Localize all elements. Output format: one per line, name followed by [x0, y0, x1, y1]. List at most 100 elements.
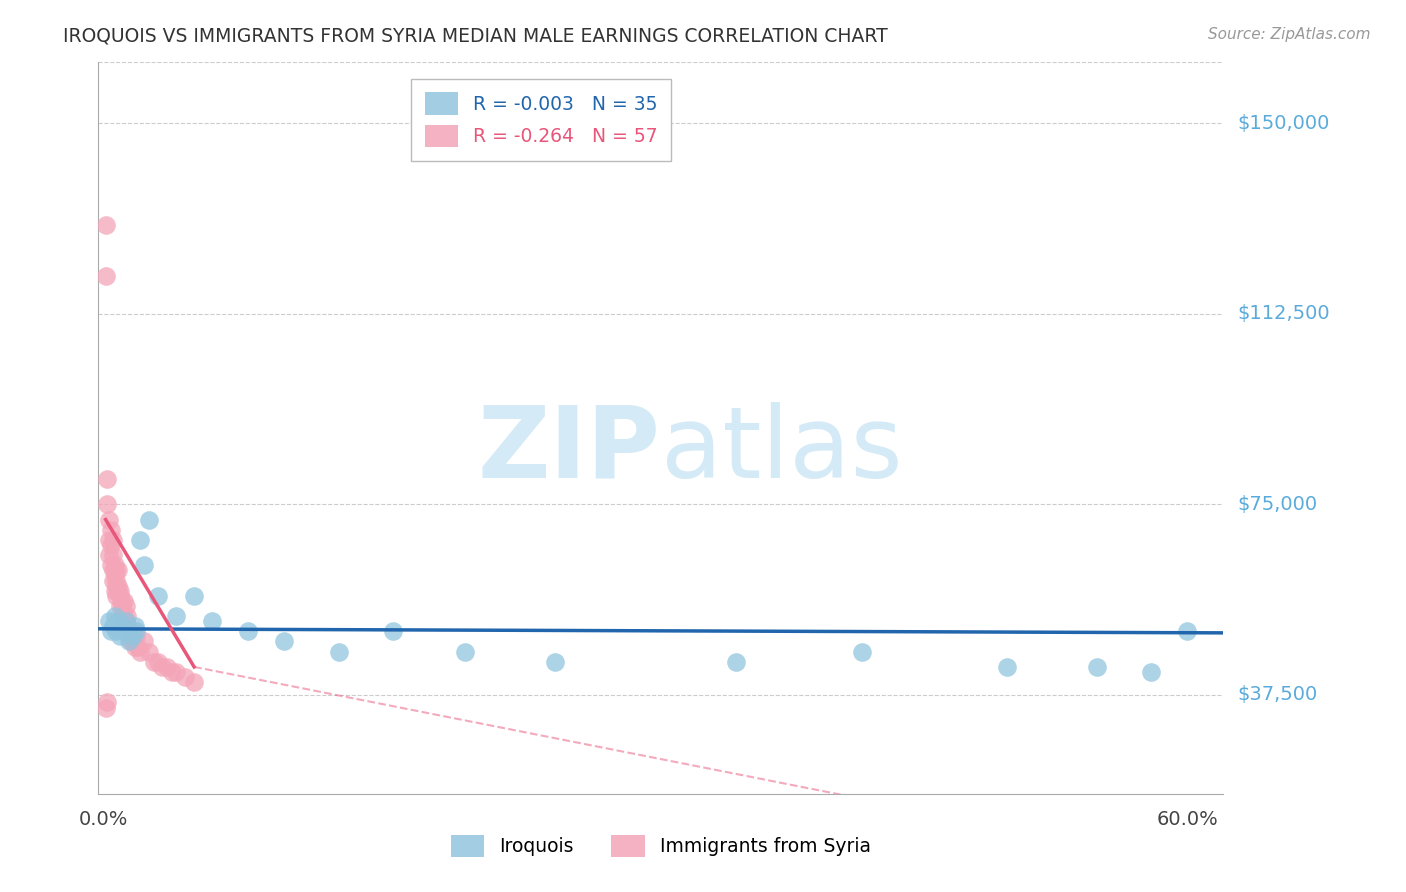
- Point: [238, 624, 260, 639]
- Text: Source: ZipAtlas.com: Source: ZipAtlas.com: [1208, 27, 1371, 42]
- Point: [121, 634, 143, 648]
- Point: [98, 548, 121, 562]
- Text: IROQUOIS VS IMMIGRANTS FROM SYRIA MEDIAN MALE EARNINGS CORRELATION CHART: IROQUOIS VS IMMIGRANTS FROM SYRIA MEDIAN…: [63, 27, 889, 45]
- Point: [127, 640, 149, 654]
- Point: [101, 548, 124, 562]
- Point: [114, 614, 136, 628]
- Point: [112, 609, 135, 624]
- Point: [143, 655, 166, 669]
- Point: [183, 675, 205, 690]
- Point: [1175, 624, 1198, 639]
- Point: [120, 624, 142, 639]
- Point: [108, 589, 131, 603]
- Point: [101, 533, 124, 547]
- Point: [94, 700, 117, 714]
- Point: [108, 629, 131, 643]
- Point: [100, 624, 122, 639]
- Text: $150,000: $150,000: [1237, 114, 1330, 133]
- Point: [112, 624, 135, 639]
- Text: $75,000: $75,000: [1237, 495, 1317, 514]
- Point: [120, 624, 142, 639]
- Point: [98, 533, 121, 547]
- Point: [146, 589, 169, 603]
- Point: [328, 645, 350, 659]
- Point: [104, 609, 127, 624]
- Point: [165, 665, 187, 679]
- Point: [111, 594, 134, 608]
- Point: [454, 645, 477, 659]
- Point: [96, 472, 118, 486]
- Point: [104, 558, 127, 573]
- Text: $112,500: $112,500: [1237, 304, 1330, 324]
- Point: [544, 655, 567, 669]
- Legend: Iroquois, Immigrants from Syria: Iroquois, Immigrants from Syria: [443, 827, 879, 865]
- Point: [101, 563, 124, 577]
- Point: [1140, 665, 1163, 679]
- Point: [1085, 660, 1108, 674]
- Point: [117, 609, 139, 624]
- Point: [273, 634, 295, 648]
- Point: [101, 574, 124, 588]
- Point: [111, 619, 134, 633]
- Point: [121, 624, 143, 639]
- Point: [174, 670, 197, 684]
- Point: [100, 523, 122, 537]
- Point: [94, 268, 117, 283]
- Point: [165, 609, 187, 624]
- Point: [107, 583, 129, 598]
- Point: [132, 558, 155, 573]
- Point: [108, 599, 131, 613]
- Point: [107, 563, 129, 577]
- Point: [150, 660, 173, 674]
- Point: [111, 599, 134, 613]
- Point: [121, 629, 143, 643]
- Point: [108, 583, 131, 598]
- Point: [156, 660, 179, 674]
- Point: [104, 568, 127, 582]
- Point: [117, 624, 139, 639]
- Point: [125, 624, 148, 639]
- Point: [138, 512, 160, 526]
- Point: [114, 599, 136, 613]
- Point: [162, 665, 184, 679]
- Point: [118, 634, 141, 648]
- Point: [111, 609, 134, 624]
- Point: [138, 645, 160, 659]
- Point: [107, 579, 129, 593]
- Point: [112, 594, 135, 608]
- Point: [105, 624, 128, 639]
- Point: [96, 696, 118, 710]
- Point: [125, 629, 148, 643]
- Point: [98, 512, 121, 526]
- Point: [120, 634, 142, 648]
- Point: [124, 619, 146, 633]
- Point: [117, 619, 139, 633]
- Point: [114, 614, 136, 628]
- Point: [100, 558, 122, 573]
- Point: [104, 583, 127, 598]
- Point: [105, 589, 128, 603]
- Text: atlas: atlas: [661, 401, 903, 499]
- Text: ZIP: ZIP: [478, 401, 661, 499]
- Point: [118, 624, 141, 639]
- Point: [724, 655, 747, 669]
- Point: [129, 533, 152, 547]
- Point: [105, 563, 128, 577]
- Point: [129, 645, 152, 659]
- Point: [98, 614, 121, 628]
- Point: [851, 645, 873, 659]
- Point: [183, 589, 205, 603]
- Text: $37,500: $37,500: [1237, 685, 1317, 705]
- Point: [995, 660, 1018, 674]
- Point: [100, 538, 122, 552]
- Point: [107, 614, 129, 628]
- Point: [105, 579, 128, 593]
- Point: [96, 497, 118, 511]
- Point: [124, 640, 146, 654]
- Point: [381, 624, 404, 639]
- Point: [101, 619, 124, 633]
- Point: [94, 218, 117, 232]
- Point: [146, 655, 169, 669]
- Point: [105, 574, 128, 588]
- Point: [132, 634, 155, 648]
